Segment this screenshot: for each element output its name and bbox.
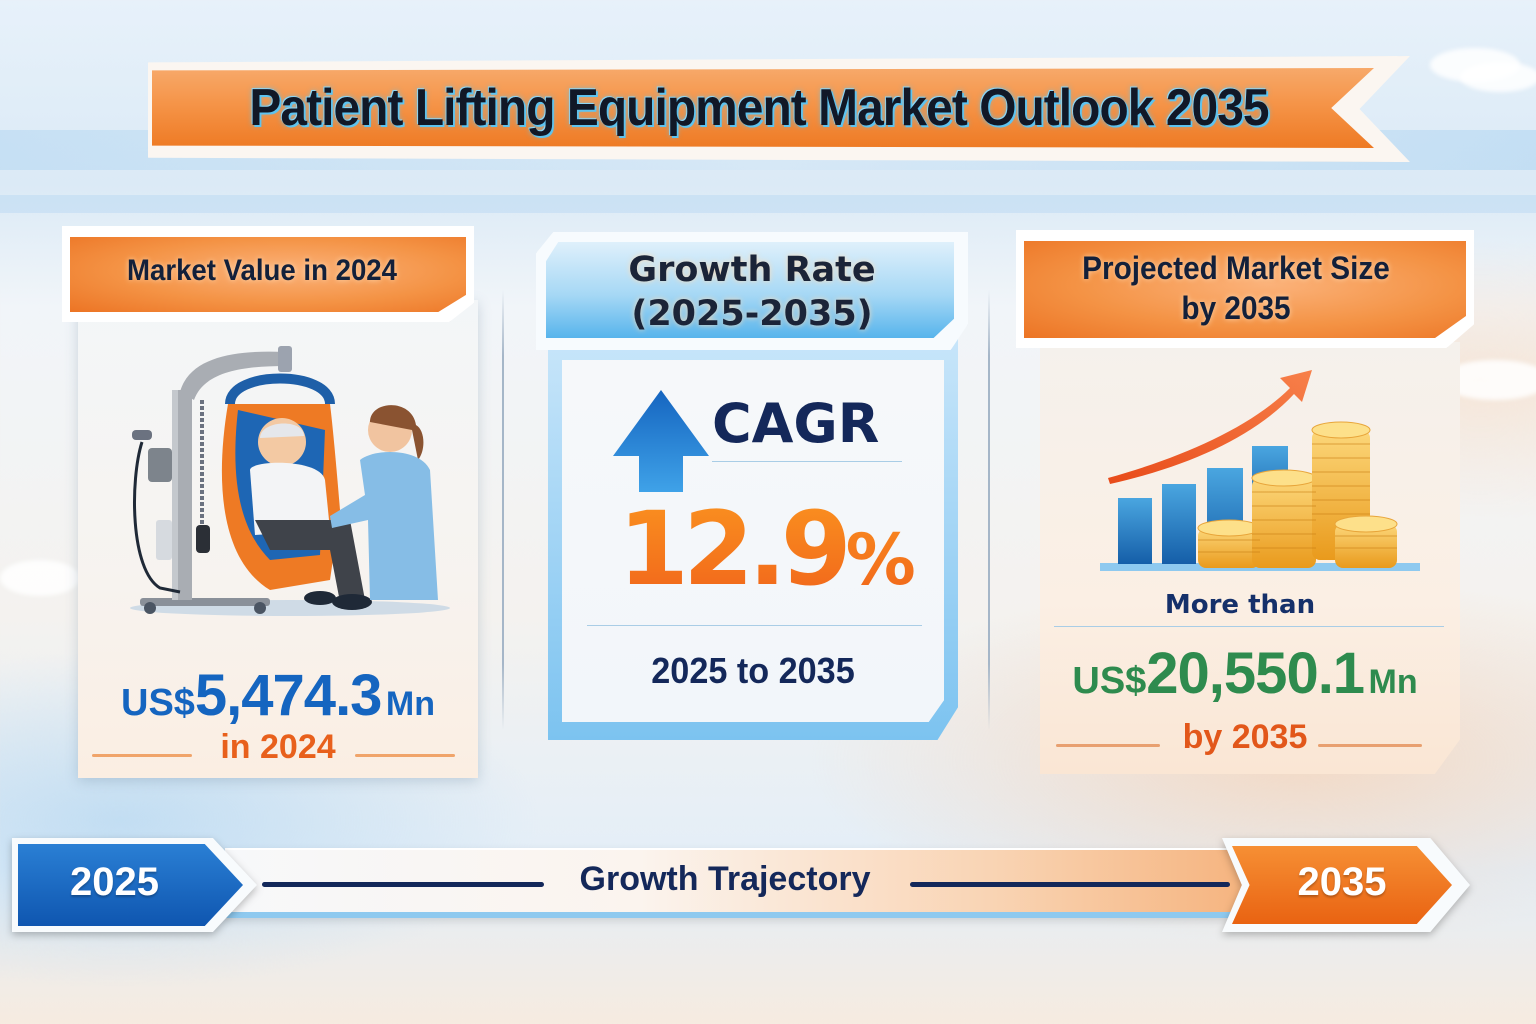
background-stripe xyxy=(0,195,1536,213)
unit-label: Mn xyxy=(385,685,435,723)
market-value-2024: US$5,474.3 Mn xyxy=(78,662,478,729)
growth-chart-coins-icon xyxy=(1100,370,1420,571)
projected-year: by 2035 xyxy=(1182,718,1308,756)
growth-rate-heading-tag xyxy=(536,232,968,350)
projected-value-2035: US$20,550.1 Mn xyxy=(1040,640,1450,707)
unit-label: Mn xyxy=(1368,663,1418,701)
column-divider xyxy=(502,290,504,730)
timeline-start-year: 2025 xyxy=(70,860,159,904)
projected-size-heading: Projected Market Size xyxy=(1082,250,1390,286)
decorative-rule xyxy=(1056,744,1160,747)
up-arrow-icon xyxy=(613,390,709,492)
patient-lift-illustration xyxy=(130,346,450,616)
cagr-label: CAGR xyxy=(712,392,880,455)
cagr-number: 12.9 xyxy=(618,490,846,609)
percent-sign: % xyxy=(845,519,916,601)
value-number: 5,474.3 xyxy=(194,663,383,728)
title-banner: Patient Lifting Equipment Market Outlook… xyxy=(148,56,1410,162)
timeline-start-badge: 2025 xyxy=(12,838,257,932)
projected-size-heading-year: by 2035 xyxy=(1181,290,1291,326)
market-value-heading-tag xyxy=(62,226,474,322)
timeline-end-badge: 2035 xyxy=(1222,838,1470,932)
page-title: Patient Lifting Equipment Market Outlook… xyxy=(249,79,1269,137)
trajectory-line xyxy=(262,882,544,887)
timeline-end-year: 2035 xyxy=(1297,860,1387,904)
market-value-heading: Market Value in 2024 xyxy=(126,254,398,287)
decorative-rule xyxy=(355,754,455,757)
decorative-rule xyxy=(1318,744,1422,747)
growth-rate-heading: Growth Rate xyxy=(628,250,876,290)
cloud-decoration xyxy=(1460,62,1536,92)
market-value-year: in 2024 xyxy=(220,728,336,766)
cloud-decoration xyxy=(0,560,80,596)
growth-trajectory-label: Growth Trajectory xyxy=(579,860,871,898)
currency-label: US$ xyxy=(121,682,195,724)
column-divider xyxy=(988,290,990,730)
decorative-rule xyxy=(712,461,902,462)
decorative-rule xyxy=(1054,626,1444,627)
cagr-value: 12.9% xyxy=(618,490,916,609)
decorative-rule xyxy=(92,754,192,757)
decorative-rule xyxy=(587,625,922,626)
value-number: 20,550.1 xyxy=(1146,641,1365,706)
cagr-period: 2025 to 2035 xyxy=(651,650,855,691)
growth-rate-period-heading: (2025-2035) xyxy=(631,294,873,334)
trajectory-line xyxy=(910,882,1230,887)
currency-label: US$ xyxy=(1072,660,1147,702)
projected-size-heading-tag xyxy=(1016,230,1474,348)
projection-prefix: More than xyxy=(1164,590,1316,620)
